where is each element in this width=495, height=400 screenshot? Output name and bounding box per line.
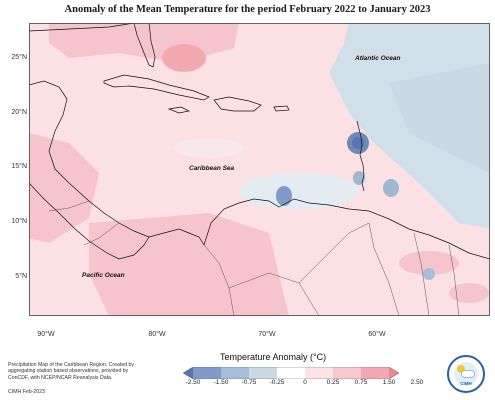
legend-tick-label: -2.50	[185, 379, 201, 386]
cool-spot-core	[352, 137, 364, 149]
lat-label-5n: 5°N	[15, 273, 27, 280]
lon-label-90w: 90°W	[37, 331, 55, 338]
lat-label-20n: 20°N	[11, 109, 27, 116]
colorbar-segment	[193, 367, 222, 379]
legend-tick-label: -0.25	[269, 379, 285, 386]
legend-title: Temperature Anomaly (°C)	[220, 352, 327, 362]
cool-spot-curacao	[276, 186, 292, 206]
lon-label-70w: 70°W	[258, 331, 276, 338]
lat-label-15n: 15°N	[11, 163, 27, 170]
lon-label-80w: 80°W	[148, 331, 166, 338]
legend-tick-label: -0.75	[241, 379, 257, 386]
colorbar-svg	[182, 366, 400, 380]
map-frame	[29, 23, 490, 316]
cimh-logo: CIMH	[447, 355, 485, 393]
pacific-ocean-label: Pacific Ocean	[82, 272, 125, 279]
colorbar-segment	[249, 367, 278, 379]
neutral-zone-central	[174, 138, 244, 158]
cool-spot-barbados	[353, 171, 365, 185]
anomaly-map: Atlantic Ocean Caribbean Sea Pacific Oce…	[29, 23, 490, 316]
cool-zone-caribbean	[239, 173, 359, 209]
caribbean-sea-label: Caribbean Sea	[189, 165, 235, 172]
footnote-text: Precipitation Map of the Caribbean Regio…	[8, 362, 135, 381]
warm-zone-east	[449, 283, 489, 303]
colorbar-arrow-right	[389, 367, 399, 379]
legend-tick-label: 0	[303, 379, 307, 386]
map-canvas	[29, 23, 490, 316]
lat-label-10n: 10°N	[11, 218, 27, 225]
warm-zone-central-america	[29, 133, 99, 243]
legend-tick-label: 0.25	[326, 379, 340, 386]
atlantic-ocean-label: Atlantic Ocean	[355, 55, 401, 62]
cool-zone-atlantic-core	[389, 63, 490, 173]
colorbar-segment	[277, 367, 306, 379]
colorbar-segment	[305, 367, 334, 379]
lat-label-25n: 25°N	[11, 54, 27, 61]
cloud-icon	[461, 370, 475, 378]
country-borders	[48, 200, 460, 316]
legend-tick-label: 0.75	[354, 379, 368, 386]
lon-label-60w: 60°W	[368, 331, 386, 338]
legend-tick-label: -1.50	[213, 379, 229, 386]
colorbar-segment	[221, 367, 250, 379]
cool-spot-guyana	[423, 268, 435, 280]
warm-zone-guianas	[399, 251, 459, 275]
cool-spot-windwards	[383, 179, 399, 197]
logo-text: CIMH	[460, 381, 472, 386]
warm-zone-bahamas	[162, 44, 206, 72]
legend-colorbar	[182, 366, 400, 384]
colorbar-segment	[333, 367, 362, 379]
footnote-credit: CIMH Feb-2023	[8, 389, 45, 395]
sun-icon	[457, 365, 465, 373]
map-title: Anomaly of the Mean Temperature for the …	[64, 4, 431, 15]
coastlines	[29, 23, 490, 260]
legend-tick-label: 2.50	[410, 379, 424, 386]
warm-zone-south	[89, 213, 289, 316]
colorbar-segment	[361, 367, 390, 379]
legend-tick-label: 1.50	[382, 379, 396, 386]
colorbar-arrow-left	[183, 367, 193, 379]
